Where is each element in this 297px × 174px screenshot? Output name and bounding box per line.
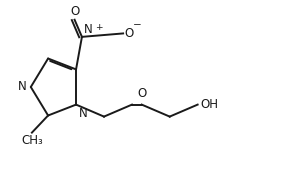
Text: +: + — [94, 23, 102, 32]
Text: N: N — [18, 81, 26, 93]
Text: −: − — [133, 20, 142, 30]
Text: N: N — [78, 107, 87, 120]
Text: O: O — [70, 5, 79, 18]
Text: OH: OH — [200, 98, 218, 111]
Text: O: O — [125, 27, 134, 40]
Text: O: O — [137, 87, 146, 100]
Text: N: N — [83, 23, 92, 36]
Text: CH₃: CH₃ — [21, 134, 43, 147]
